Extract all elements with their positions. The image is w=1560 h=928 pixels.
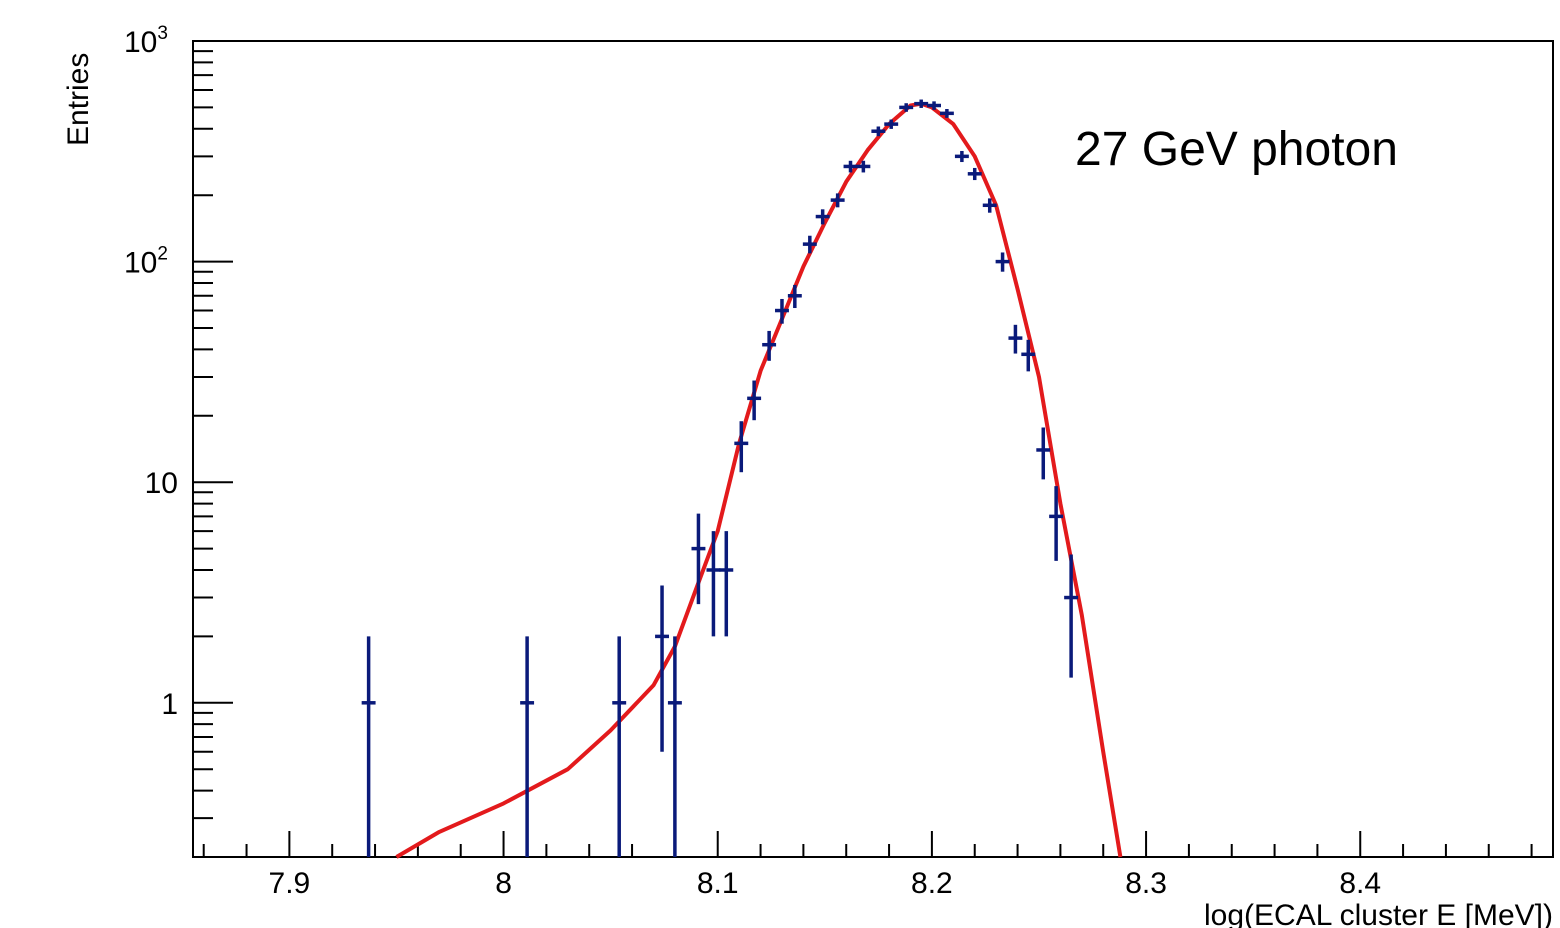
- data-point: [1036, 427, 1051, 480]
- data-point: [667, 636, 682, 857]
- y-axis-title: Entries: [62, 53, 95, 146]
- y-tick-label: 10: [145, 467, 178, 500]
- x-tick-label: 8.3: [1125, 867, 1167, 900]
- data-point: [939, 109, 954, 118]
- data-point: [884, 119, 899, 129]
- data-point: [706, 531, 721, 637]
- data-point: [914, 99, 929, 108]
- x-tick-label: 7.9: [269, 867, 311, 900]
- fit-curve: [395, 101, 1123, 859]
- data-point: [995, 252, 1010, 272]
- x-tick-label: 8.1: [697, 867, 739, 900]
- data-point: [612, 636, 627, 857]
- x-tick-label: 8.4: [1339, 867, 1381, 900]
- data-point: [843, 160, 858, 173]
- annotation-label: 27 GeV photon: [1075, 123, 1398, 176]
- data-point: [691, 513, 706, 605]
- data-point: [762, 330, 777, 361]
- data-point: [802, 235, 817, 254]
- data-point: [1049, 486, 1064, 561]
- y-tick-label: 103: [124, 23, 168, 59]
- y-tick-label: 102: [124, 244, 168, 280]
- data-point: [899, 103, 914, 112]
- x-tick-label: 8.2: [911, 867, 953, 900]
- fit-curve-group: [395, 101, 1123, 859]
- data-point: [815, 209, 830, 225]
- x-tick-label: 8: [495, 867, 512, 900]
- data-point: [361, 636, 376, 857]
- data-point: [719, 531, 734, 637]
- data-point: [787, 284, 802, 309]
- data-point: [1064, 554, 1079, 678]
- data-point: [954, 150, 969, 163]
- data-points: [361, 99, 1079, 857]
- data-point: [520, 636, 535, 857]
- data-point: [856, 160, 871, 173]
- data-point: [1021, 339, 1036, 372]
- x-ticks: 7.9 8 8.1 8.2 8.3 8.4: [202, 831, 1533, 900]
- data-point: [655, 585, 669, 752]
- plot-frame: [192, 40, 1554, 858]
- data-point: [775, 298, 789, 324]
- data-point: [734, 421, 749, 473]
- data-point: [967, 167, 982, 181]
- data-point: [830, 193, 845, 208]
- x-axis-title: log(ECAL cluster E [MeV]): [1204, 899, 1553, 928]
- data-point: [982, 198, 997, 213]
- y-tick-label: 1: [161, 688, 178, 721]
- data-point: [747, 380, 762, 421]
- data-point: [871, 126, 886, 137]
- data-point: [927, 101, 941, 110]
- data-point: [1008, 324, 1023, 354]
